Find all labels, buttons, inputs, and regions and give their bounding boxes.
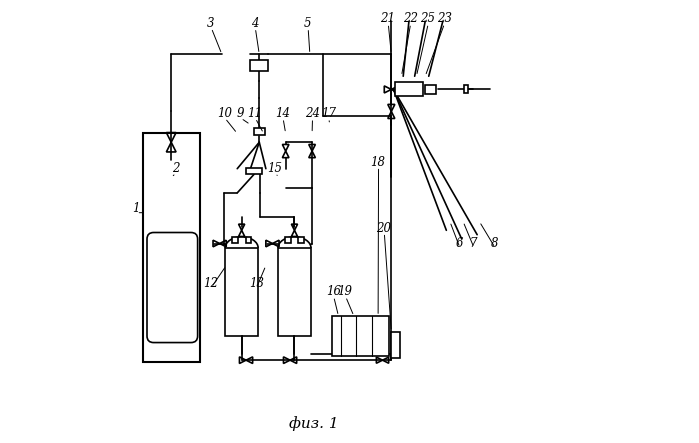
Text: 10: 10 [217,107,232,120]
Text: 11: 11 [247,107,262,120]
Bar [225,248,258,336]
Bar [391,331,400,358]
Text: 16: 16 [326,285,340,299]
Text: 20: 20 [376,222,391,235]
Bar [278,248,311,336]
Bar [298,237,304,243]
Bar [426,85,436,94]
Text: 25: 25 [420,12,435,26]
Text: 21: 21 [380,12,396,26]
Text: 14: 14 [275,107,290,120]
Text: 9: 9 [236,107,244,120]
Text: 15: 15 [267,162,282,175]
Text: 1: 1 [132,202,140,215]
Bar [464,85,468,93]
Text: 12: 12 [203,276,218,290]
Text: 13: 13 [249,276,264,290]
Bar [232,237,238,243]
Text: 24: 24 [305,107,319,120]
Text: физ. 1: физ. 1 [289,416,339,431]
Text: 18: 18 [370,155,386,169]
Text: 19: 19 [338,285,352,299]
Text: 17: 17 [321,107,336,120]
Text: 23: 23 [437,12,452,26]
Bar [332,316,389,356]
Text: 6: 6 [456,237,463,250]
Bar [285,237,291,243]
Bar [245,237,251,243]
Text: 7: 7 [470,237,477,250]
Bar [395,82,423,97]
Text: 3: 3 [207,17,215,30]
Bar [250,60,268,71]
Text: 4: 4 [251,17,259,30]
Text: 2: 2 [172,162,180,175]
Bar [254,128,265,135]
Bar [246,167,261,174]
Text: 22: 22 [403,12,418,26]
Text: 8: 8 [491,237,498,250]
Bar [143,133,200,362]
Text: 5: 5 [304,17,312,30]
